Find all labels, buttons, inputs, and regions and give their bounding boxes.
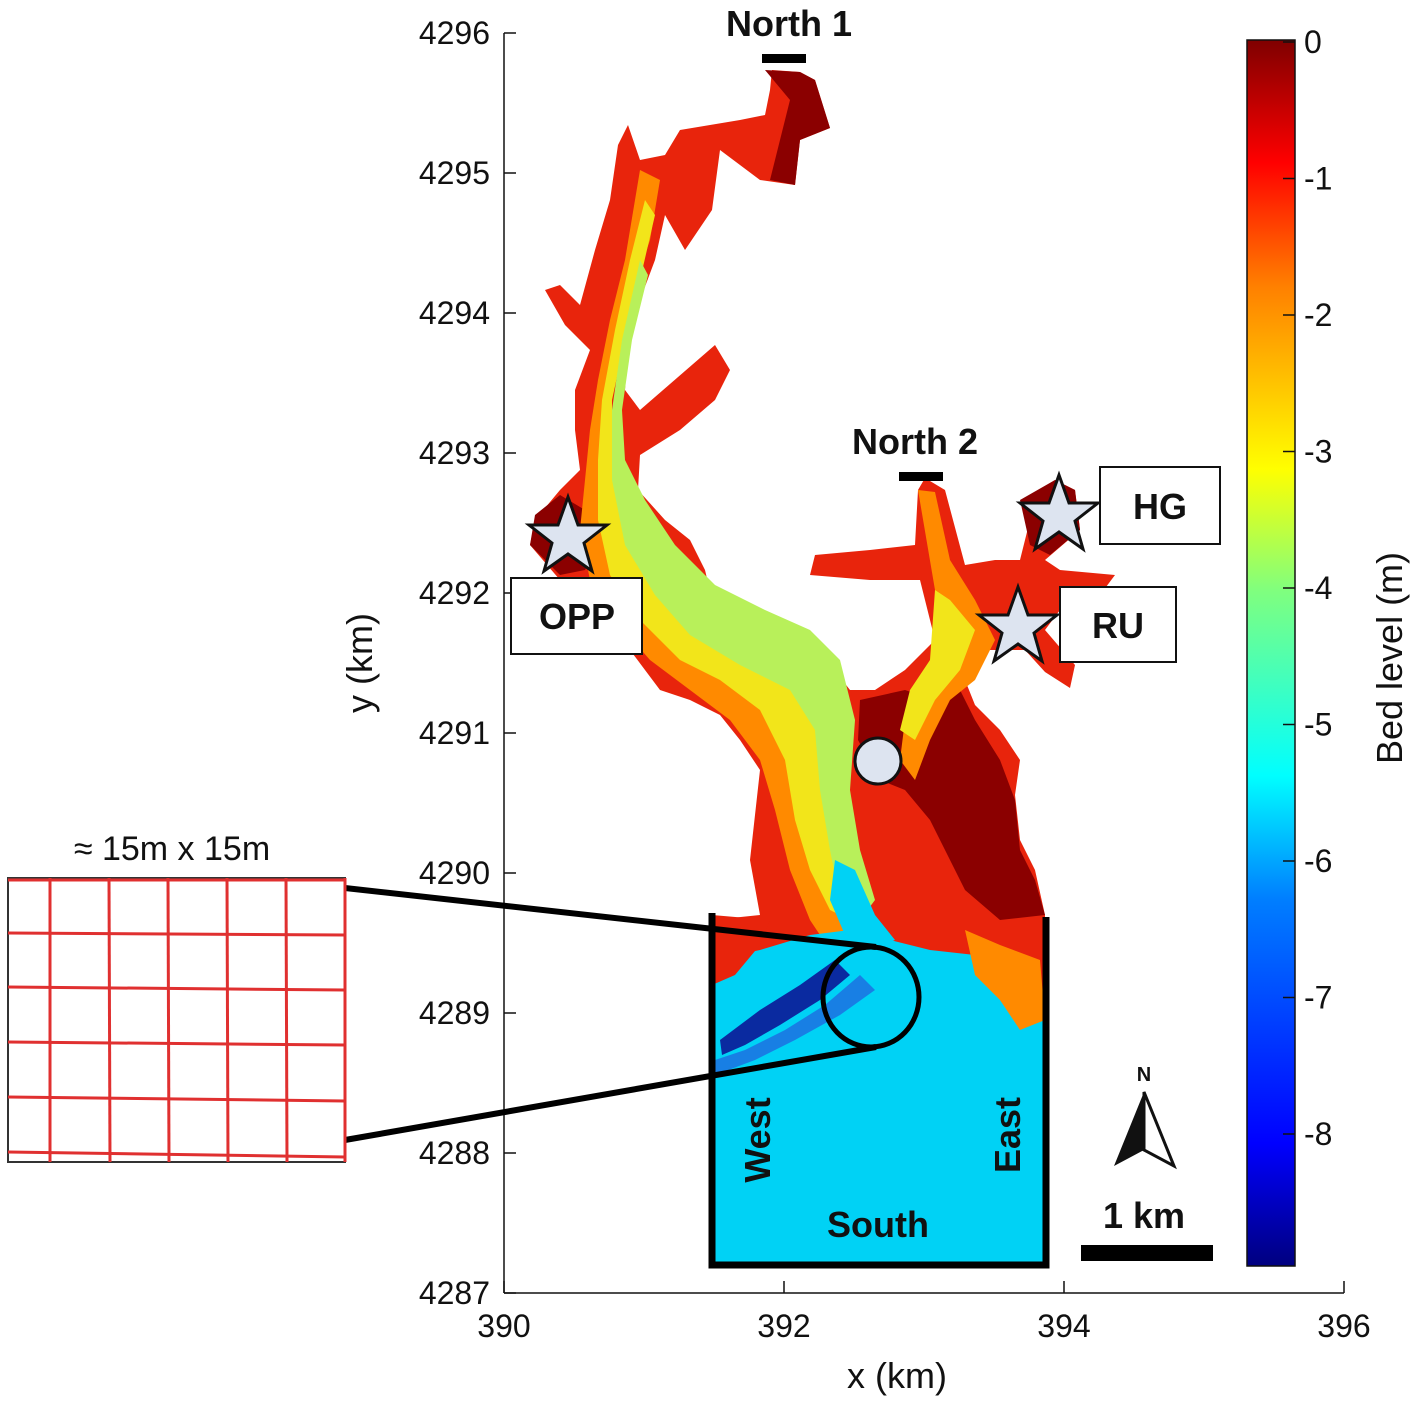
estuary-yellow-channel (598, 200, 860, 920)
hg-label-box (1099, 466, 1221, 545)
estuary-basin-rim-east (965, 930, 1045, 1030)
colorbar-tick-label: -3 (1304, 434, 1332, 470)
y-tick-label: 4292 (419, 575, 490, 611)
north1-bar (762, 54, 806, 63)
x-tick-label: 394 (1037, 1308, 1090, 1344)
zoom-connector-top (344, 885, 877, 950)
y-tick-label: 4291 (419, 715, 490, 751)
bathymetry-layer (530, 70, 1115, 1262)
station-opp: OPP (510, 492, 643, 655)
y-tick-label: 4294 (419, 295, 490, 331)
x-tick-label: 390 (477, 1308, 530, 1344)
east-label: East (987, 1097, 1028, 1173)
colorbar-tick-label: -2 (1304, 297, 1332, 333)
inset-frame (7, 877, 346, 1163)
north2-bar (899, 472, 943, 481)
estuary-cyan-channel (830, 860, 895, 950)
y-axis-title: y (km) (339, 613, 380, 713)
estuary-green-core (612, 260, 875, 920)
north2-label: North 2 (852, 421, 978, 462)
estuary-trench-edge (715, 975, 875, 1075)
north1-label: North 1 (726, 3, 852, 44)
estuary-deep-trench (720, 960, 850, 1055)
boundary-north2: North 2 (852, 421, 978, 481)
colorbar-title: Bed level (m) (1369, 552, 1410, 764)
x-tick-label: 396 (1317, 1308, 1370, 1344)
opp-label: OPP (539, 596, 615, 637)
scale-bar-label: 1 km (1103, 1195, 1185, 1236)
x-tick-label: 392 (757, 1308, 810, 1344)
inset-grid-lines (7, 877, 347, 1163)
colorbar-tick-label: -6 (1304, 843, 1332, 879)
y-tick-label: 4290 (419, 855, 490, 891)
y-tick-label: 4289 (419, 995, 490, 1031)
estuary-yellow-channel-east (900, 590, 975, 740)
y-tick-label: 4293 (419, 435, 490, 471)
x-axis-title: x (km) (847, 1355, 947, 1396)
colorbar-tick-label: -7 (1304, 980, 1332, 1016)
colorbar-tick-label: -8 (1304, 1116, 1332, 1152)
scale-bar-rect (1081, 1245, 1213, 1261)
north-arrow-icon: N (1114, 1064, 1177, 1170)
south-label: South (827, 1204, 929, 1245)
hg-star-icon (1015, 470, 1103, 553)
colorbar-tick-label: -5 (1304, 707, 1332, 743)
colorbar-tick-label: -4 (1304, 570, 1332, 606)
colorbar-tick-label: 0 (1304, 24, 1322, 60)
colorbar-ticks: 0 -1 -2 -3 -4 -5 -6 -7 -8 (1283, 24, 1332, 1152)
y-tick-label: 4287 (419, 1275, 490, 1311)
estuary-dark-red-north (765, 70, 830, 185)
x-axis-ticks: 390 392 394 396 (477, 1281, 1371, 1344)
station-hg: HG (1015, 466, 1221, 553)
opp-star-icon (524, 492, 612, 575)
station-ru: RU (974, 582, 1177, 665)
opp-label-box (510, 577, 643, 655)
hg-label: HG (1133, 486, 1187, 527)
ru-label-box (1059, 586, 1177, 663)
colorbar: 0 -1 -2 -3 -4 -5 -6 -7 -8 Bed level (m) (1246, 24, 1410, 1267)
colorbar-gradient (1246, 39, 1296, 1267)
ru-label: RU (1092, 605, 1144, 646)
grid-inset: ≈ 15m x 15m (7, 830, 347, 1163)
zoom-callout (344, 885, 922, 1143)
y-axis-ticks: 4296 4295 4294 4293 4292 4291 4290 4289 4288 4287 (419, 15, 516, 1311)
y-tick-label: 4288 (419, 1135, 490, 1171)
y-tick-label: 4296 (419, 15, 490, 51)
west-label: West (737, 1097, 778, 1182)
axes: 4296 4295 4294 4293 4292 4291 4290 4289 4288 4287… (339, 15, 1371, 1396)
north-arrow-label: N (1137, 1064, 1151, 1086)
colorbar-tick-label: -1 (1304, 161, 1332, 197)
scale-bar: 1 km (1081, 1195, 1213, 1261)
y-tick-label: 4295 (419, 155, 490, 191)
zoom-connector-bottom (344, 1044, 877, 1143)
inset-size-label: ≈ 15m x 15m (74, 830, 270, 868)
circle-marker (853, 736, 903, 786)
ru-star-icon (974, 582, 1062, 665)
south-domain-box (708, 913, 1050, 1269)
boundary-north1: North 1 (726, 3, 852, 63)
